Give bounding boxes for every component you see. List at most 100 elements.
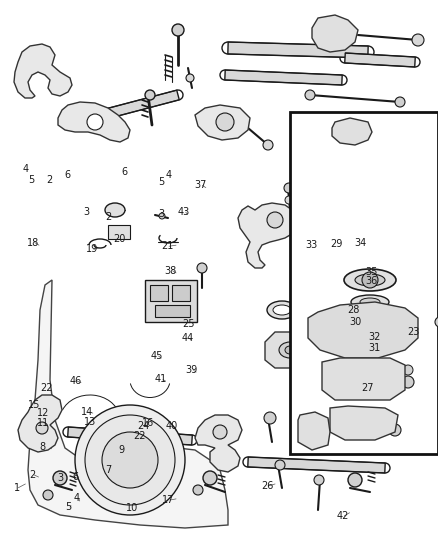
Text: 43: 43 [178,207,190,217]
Text: 7: 7 [106,465,112,474]
Text: 32: 32 [368,332,381,342]
Polygon shape [265,332,318,368]
Text: 15: 15 [28,400,40,410]
Text: 13: 13 [84,417,96,427]
Circle shape [203,471,217,485]
Circle shape [43,490,53,500]
Ellipse shape [344,269,396,291]
Polygon shape [345,53,415,67]
Circle shape [102,432,158,488]
Circle shape [216,113,234,131]
Text: 14: 14 [81,407,93,417]
Circle shape [323,340,329,346]
Circle shape [53,471,67,485]
Circle shape [36,422,48,434]
Text: 11: 11 [37,418,49,427]
Text: 3: 3 [158,209,164,219]
Text: 5: 5 [28,175,35,185]
Text: 36: 36 [365,277,378,286]
Circle shape [159,213,165,219]
Ellipse shape [355,274,385,286]
Text: 3: 3 [57,473,64,483]
Text: 22: 22 [133,431,145,441]
Polygon shape [28,280,228,528]
Text: 46: 46 [69,376,81,386]
Circle shape [402,376,414,388]
Circle shape [314,475,324,485]
Text: 25: 25 [182,319,194,329]
Polygon shape [225,70,342,85]
Text: 22: 22 [41,383,53,393]
Ellipse shape [273,305,291,315]
Text: 2: 2 [46,175,52,185]
Circle shape [435,317,438,327]
Text: 16: 16 [142,418,154,427]
Polygon shape [68,427,192,445]
Bar [145,280,197,322]
Text: 4: 4 [22,165,28,174]
Circle shape [389,424,401,436]
Polygon shape [308,302,418,358]
Circle shape [284,183,294,193]
Circle shape [263,140,273,150]
Text: 44: 44 [181,334,194,343]
Polygon shape [312,15,358,52]
Circle shape [267,212,283,228]
Text: 17: 17 [162,495,175,505]
Ellipse shape [267,301,297,319]
Polygon shape [228,42,368,58]
Circle shape [323,315,333,325]
Circle shape [348,473,362,487]
Polygon shape [195,105,250,140]
Text: 27: 27 [361,383,373,393]
Circle shape [193,485,203,495]
Text: 5: 5 [158,177,164,187]
Text: 33: 33 [306,240,318,250]
Circle shape [186,74,194,82]
Text: 28: 28 [348,305,360,315]
Text: 2: 2 [106,213,112,222]
Polygon shape [18,395,62,452]
Text: 10: 10 [126,503,138,513]
Text: 8: 8 [40,442,46,451]
Bar [150,285,168,301]
Text: 30: 30 [350,318,362,327]
Circle shape [172,24,184,36]
Polygon shape [322,358,405,400]
Polygon shape [248,457,385,473]
Text: 6: 6 [122,167,128,176]
Text: 1: 1 [14,483,20,492]
Text: 39: 39 [186,366,198,375]
Text: 6: 6 [72,472,78,482]
Polygon shape [101,90,179,120]
Circle shape [293,283,317,307]
Text: 38: 38 [165,266,177,276]
Text: 5: 5 [65,503,71,512]
Circle shape [403,365,413,375]
Circle shape [197,263,207,273]
Circle shape [298,288,312,302]
Text: 4: 4 [74,494,80,503]
Bar [172,285,190,301]
Circle shape [346,125,360,139]
Polygon shape [195,415,242,472]
Ellipse shape [285,346,295,354]
Circle shape [275,460,285,470]
Circle shape [395,340,405,350]
Circle shape [85,415,175,505]
Circle shape [213,425,227,439]
Text: 40: 40 [166,422,178,431]
Circle shape [395,315,405,325]
Text: 35: 35 [365,267,378,277]
Text: 9: 9 [119,446,125,455]
Circle shape [285,196,293,204]
Circle shape [87,114,103,130]
Polygon shape [298,412,330,450]
Bar [290,112,438,454]
Text: 23: 23 [408,327,420,336]
Bar [108,225,130,239]
Circle shape [354,414,370,430]
Ellipse shape [360,298,380,306]
Polygon shape [332,118,372,145]
Text: 24: 24 [138,422,150,431]
